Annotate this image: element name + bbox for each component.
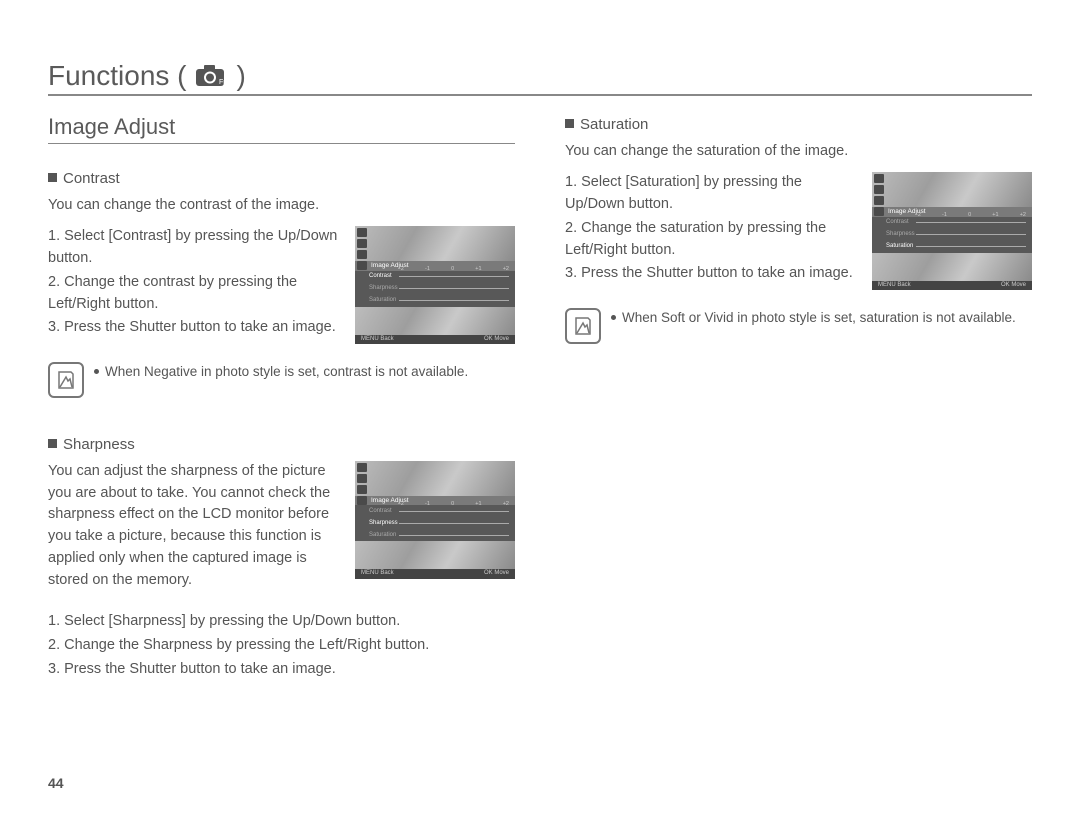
saturation-intro: You can change the saturation of the ima… — [565, 141, 1032, 163]
contrast-block: Contrast You can change the contrast of … — [48, 168, 515, 398]
note-icon — [48, 362, 84, 398]
sharpness-block: Sharpness You can adjust the sharpness o… — [48, 434, 515, 680]
camera-fn-icon: Fn — [195, 64, 229, 88]
svg-text:Fn: Fn — [219, 79, 227, 86]
page-title: Functions ( Fn ) — [48, 60, 1032, 96]
sharpness-intro: You can adjust the sharpness of the pict… — [48, 461, 339, 592]
left-column: Image Adjust Contrast You can change the… — [48, 114, 515, 707]
step-text: 2. Change the Sharpness by pressing the … — [48, 635, 515, 657]
contrast-intro: You can change the contrast of the image… — [48, 195, 515, 217]
section-heading: Image Adjust — [48, 114, 515, 144]
title-prefix: Functions ( — [48, 60, 187, 92]
sharpness-label: Sharpness — [63, 434, 135, 457]
lcd-preview-sharpness: Image Adjust -2 -1 0 +1 +2 Contrast Shar… — [355, 461, 515, 579]
lcd-preview-contrast: Image Adjust -2 -1 0 +1 +2 Contrast Shar… — [355, 226, 515, 344]
saturation-block: Saturation You can change the saturation… — [565, 114, 1032, 344]
bullet-dot-icon — [611, 315, 616, 320]
bullet-square-icon — [565, 119, 574, 128]
lcd-preview-saturation: Image Adjust -2 -1 0 +1 +2 Contrast Shar… — [872, 172, 1032, 290]
contrast-note: When Negative in photo style is set, con… — [48, 362, 515, 398]
step-text: 3. Press the Shutter button to take an i… — [48, 317, 339, 339]
step-text: 2. Change the contrast by pressing the L… — [48, 272, 339, 316]
step-text: 2. Change the saturation by pressing the… — [565, 218, 856, 262]
step-text: 1. Select [Sharpness] by pressing the Up… — [48, 611, 515, 633]
note-text: When Soft or Vivid in photo style is set… — [622, 308, 1016, 328]
sharpness-steps: 1. Select [Sharpness] by pressing the Up… — [48, 611, 515, 680]
contrast-label: Contrast — [63, 168, 120, 191]
step-text: 3. Press the Shutter button to take an i… — [565, 263, 856, 285]
contrast-steps: 1. Select [Contrast] by pressing the Up/… — [48, 226, 339, 341]
step-text: 1. Select [Contrast] by pressing the Up/… — [48, 226, 339, 270]
note-text: When Negative in photo style is set, con… — [105, 362, 468, 382]
right-column: Saturation You can change the saturation… — [565, 114, 1032, 707]
step-text: 1. Select [Saturation] by pressing the U… — [565, 172, 856, 216]
note-icon — [565, 308, 601, 344]
bullet-dot-icon — [94, 369, 99, 374]
title-suffix: ) — [237, 60, 246, 92]
saturation-note: When Soft or Vivid in photo style is set… — [565, 308, 1032, 344]
bullet-square-icon — [48, 439, 57, 448]
page-number: 44 — [48, 775, 64, 791]
saturation-label: Saturation — [580, 114, 648, 137]
bullet-square-icon — [48, 173, 57, 182]
step-text: 3. Press the Shutter button to take an i… — [48, 659, 515, 681]
saturation-steps: 1. Select [Saturation] by pressing the U… — [565, 172, 856, 287]
